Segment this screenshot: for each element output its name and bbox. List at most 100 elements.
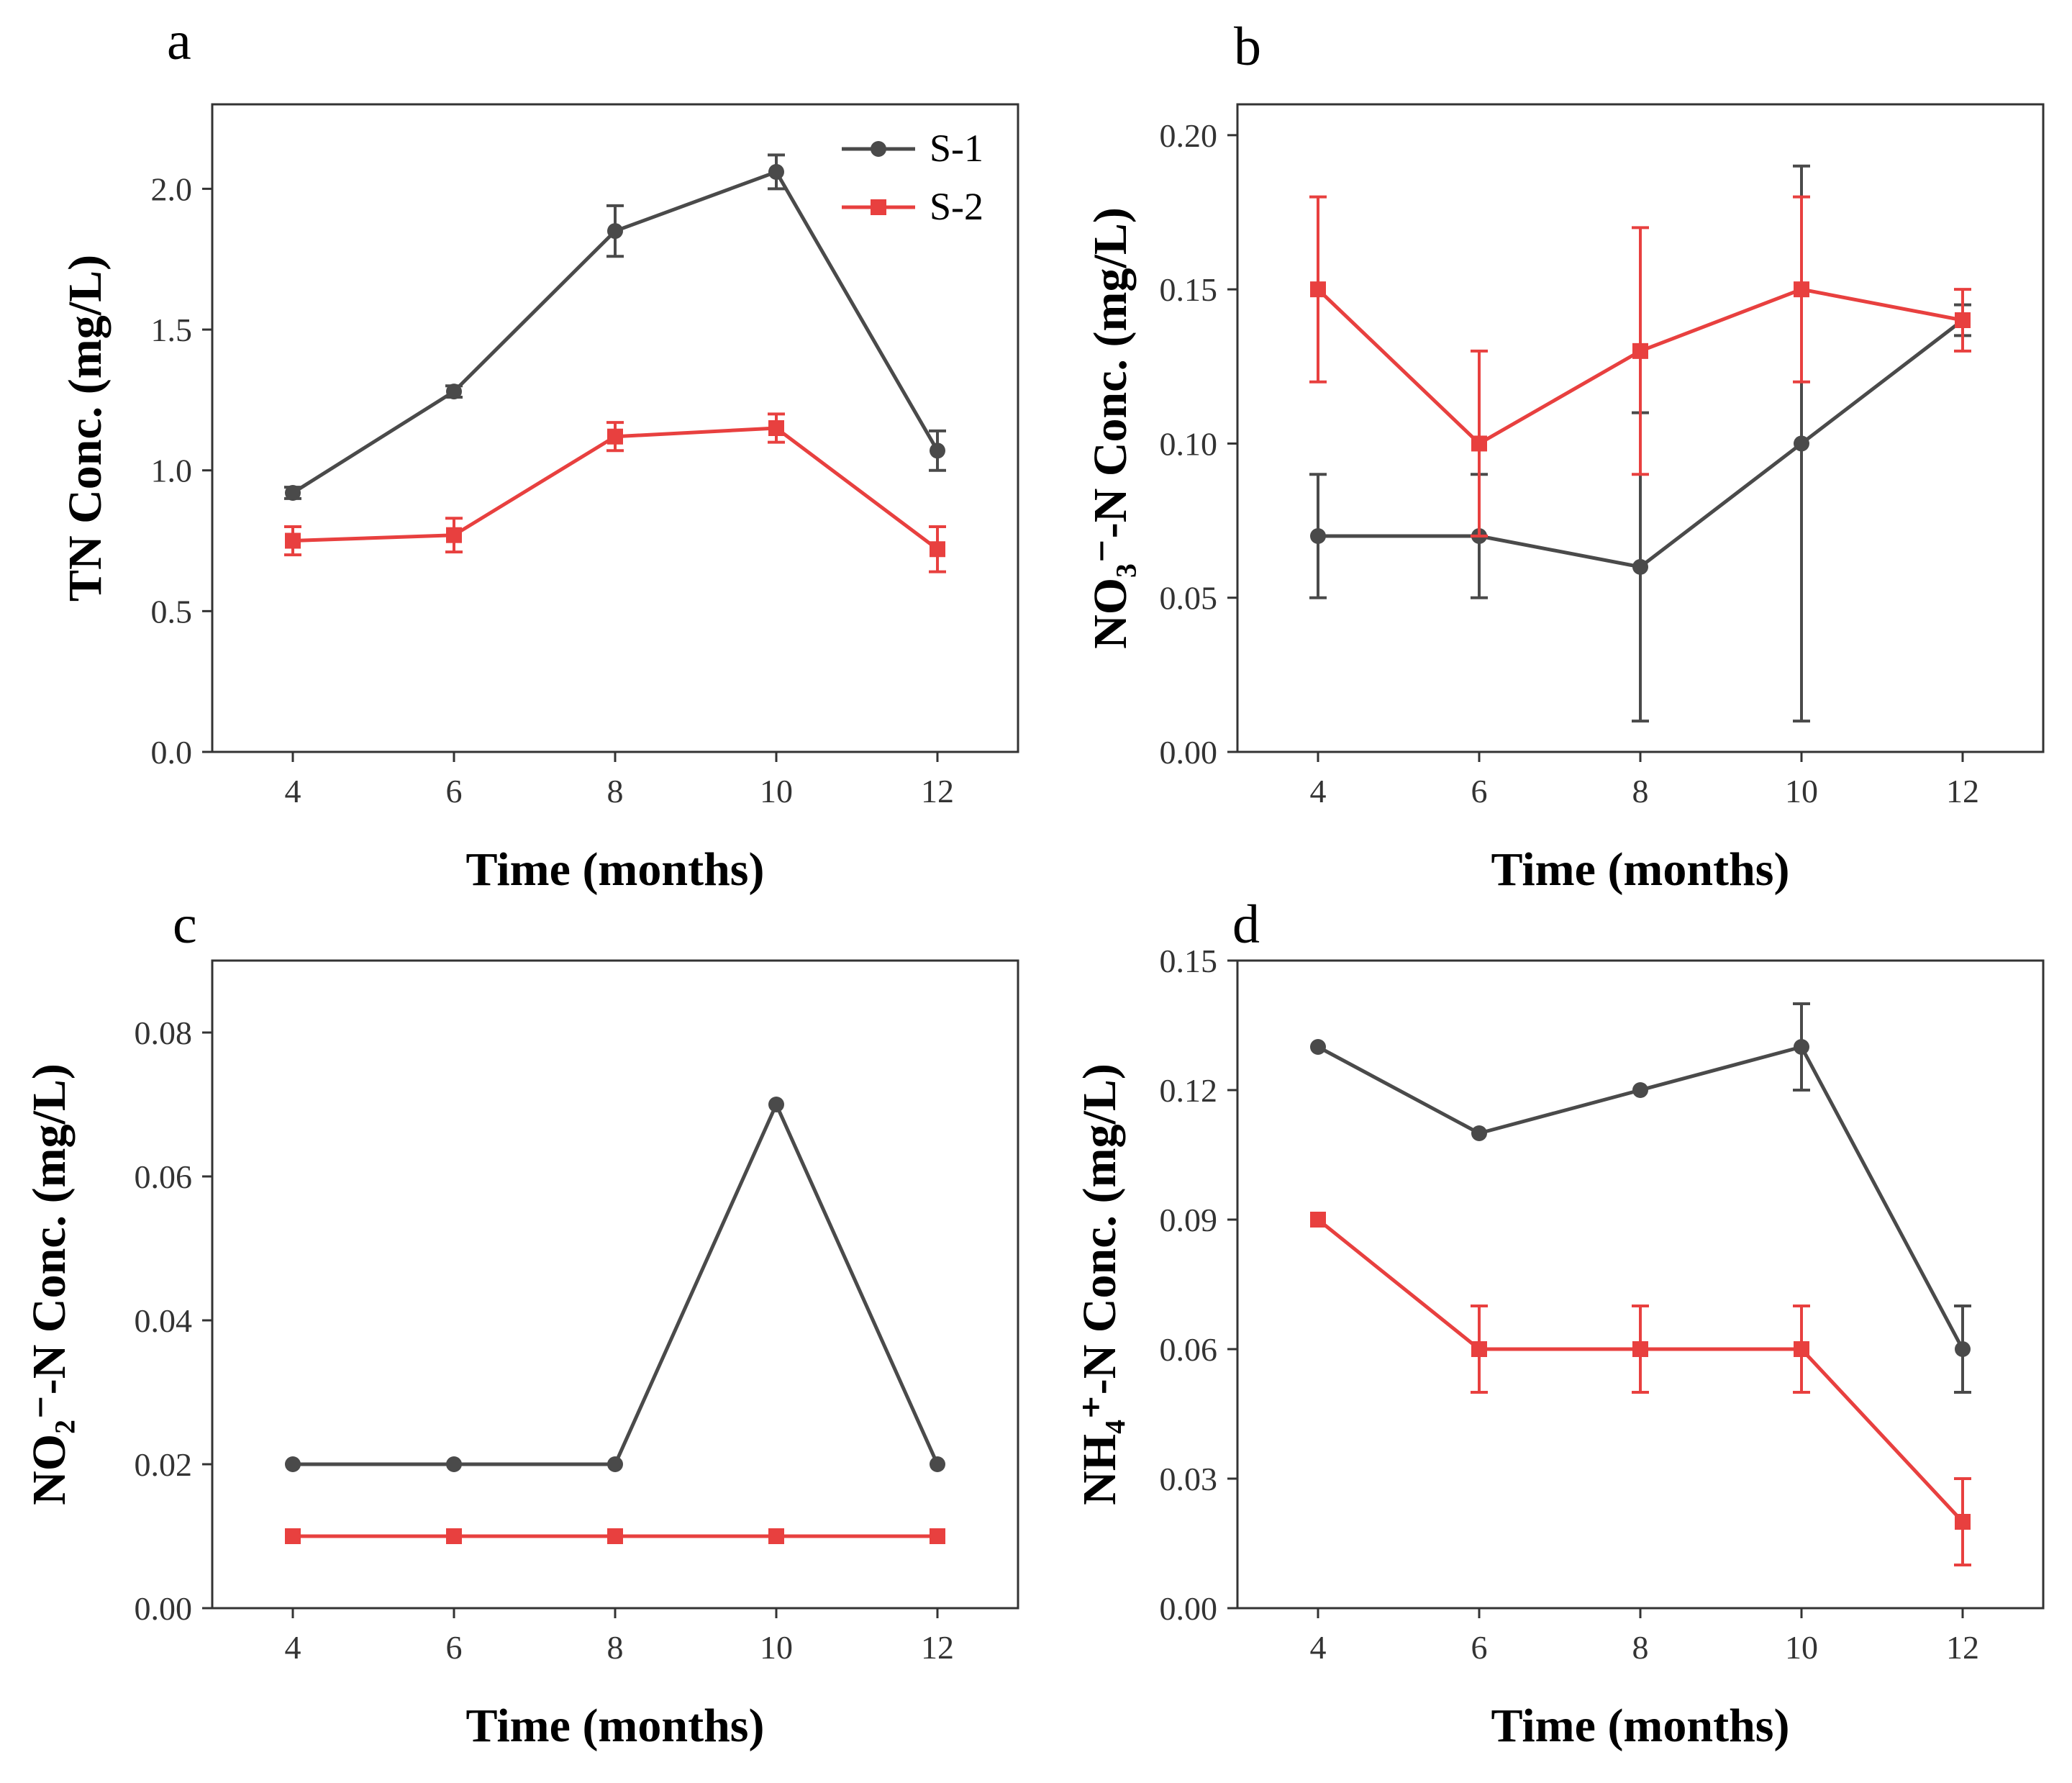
x-tick-label: 12 <box>921 773 954 809</box>
data-point-s-1 <box>1310 528 1326 544</box>
plot-d: 4 6 8 10 12 0.00 0.03 0.06 0.09 0.12 0.15 Time (mon… <box>1073 943 2045 1752</box>
y-tick-label: 0.06 <box>135 1158 193 1195</box>
y-tick-label: 0.08 <box>135 1015 193 1051</box>
y-axis-title: NO₂⁻-N Conc. (mg/L) <box>23 1063 76 1505</box>
x-tick-label: 12 <box>1946 773 1979 809</box>
data-point-s-1 <box>768 163 784 180</box>
panel-label-c: c <box>173 894 197 955</box>
panel-a: a 4 6 8 10 12 0.0 0.5 1.0 1.5 2.0 Time (months) TN … <box>59 11 1019 896</box>
data-point-s-1 <box>285 485 301 501</box>
data-point-s-2 <box>768 420 784 436</box>
y-tick-label: 0.05 <box>1160 580 1218 617</box>
x-axis-title: Time (months) <box>466 843 765 896</box>
x-tick-label: 10 <box>1785 773 1818 809</box>
data-point-s-2 <box>1794 281 1809 298</box>
legend-s2-marker <box>871 199 886 215</box>
data-point-s-1 <box>607 1456 623 1472</box>
x-tick-label: 12 <box>1946 1629 1979 1666</box>
y-axis-title: NO₃⁻-N Conc. (mg/L) <box>1084 207 1137 649</box>
data-point-s-1 <box>1794 435 1809 452</box>
data-point-s-1 <box>930 1456 945 1472</box>
x-axis-title: Time (months) <box>1491 843 1790 896</box>
x-tick-label: 6 <box>446 1629 463 1666</box>
x-tick-label: 10 <box>760 773 793 809</box>
x-tick-label: 4 <box>1310 1629 1327 1666</box>
plot-frame <box>211 959 1019 1610</box>
x-tick-label: 4 <box>1310 773 1327 809</box>
plot-b: 4 6 8 10 12 0.00 0.05 0.10 0.15 0.20 Time (months)… <box>1084 103 2045 896</box>
data-point-s-1 <box>1632 558 1648 575</box>
data-point-s-2 <box>607 1528 623 1544</box>
y-tick-label: 0.15 <box>1160 271 1218 308</box>
x-tick-label: 8 <box>607 1629 624 1666</box>
y-tick-label: 0.5 <box>151 593 193 630</box>
data-point-s-2 <box>1471 1341 1487 1357</box>
series-line-s-1 <box>293 1102 940 1466</box>
data-point-s-2 <box>930 541 945 558</box>
y-tick-label: 0.03 <box>1160 1461 1218 1497</box>
y-tick-label: 0.06 <box>1160 1331 1218 1368</box>
x-tick-label: 6 <box>1471 773 1488 809</box>
legend-s1-marker <box>871 141 886 157</box>
data-point-s-2 <box>1632 342 1648 359</box>
y-axis-title: NH₄⁺-N Conc. (mg/L) <box>1073 1063 1126 1505</box>
x-tick-label: 6 <box>1471 1629 1488 1666</box>
y-tick-label: 1.0 <box>151 453 193 489</box>
y-tick-label: 0.00 <box>135 1590 193 1627</box>
panel-label-b: b <box>1234 17 1261 77</box>
panel-b: b 4 6 8 10 12 0.00 0.05 0.10 0.15 0.20 Time (month… <box>1084 17 2045 896</box>
data-point-s-1 <box>446 1456 462 1472</box>
y-tick-label: 0.00 <box>1160 734 1218 771</box>
y-tick-label: 0.04 <box>135 1302 193 1339</box>
y-tick-label: 0.10 <box>1160 425 1218 462</box>
y-tick-label: 1.5 <box>151 312 193 348</box>
data-point-s-1 <box>1310 1039 1326 1055</box>
panel-d: d 4 6 8 10 12 0.00 0.03 0.06 0.09 0.12 0.15 Time (m… <box>1073 894 2045 1752</box>
panel-label-a: a <box>167 11 191 71</box>
x-tick-label: 8 <box>607 773 624 809</box>
panel-label-d: d <box>1232 894 1260 955</box>
y-tick-label: 0.0 <box>151 734 193 771</box>
x-tick-label: 12 <box>921 1629 954 1666</box>
x-tick-label: 8 <box>1632 773 1649 809</box>
plot-c: 4 6 8 10 12 0.00 0.02 0.04 0.06 0.08 Time (months)… <box>23 959 1019 1752</box>
x-tick-label: 10 <box>760 1629 793 1666</box>
legend: S-1 S-2 <box>842 127 983 228</box>
x-tick-label: 4 <box>285 773 301 809</box>
x-axis-title: Time (months) <box>1491 1700 1790 1752</box>
data-point-s-2 <box>285 1528 301 1544</box>
data-point-s-1 <box>1471 1125 1487 1141</box>
data-point-s-2 <box>1955 1514 1971 1530</box>
y-tick-label: 0.09 <box>1160 1202 1218 1238</box>
data-point-s-2 <box>446 527 462 543</box>
legend-s2-label: S-2 <box>930 185 983 228</box>
data-point-s-1 <box>607 223 623 240</box>
y-tick-label: 0.15 <box>1160 943 1218 979</box>
data-point-s-1 <box>446 384 462 400</box>
data-point-s-1 <box>768 1097 784 1112</box>
x-tick-label: 10 <box>1785 1629 1818 1666</box>
data-point-s-2 <box>446 1528 462 1544</box>
y-tick-label: 0.00 <box>1160 1590 1218 1627</box>
y-tick-label: 0.20 <box>1160 117 1218 154</box>
x-tick-label: 8 <box>1632 1629 1649 1666</box>
x-axis-title: Time (months) <box>466 1700 765 1752</box>
y-axis-title: TN Conc. (mg/L) <box>59 255 112 602</box>
data-point-s-2 <box>930 1528 945 1544</box>
y-tick-label: 0.12 <box>1160 1072 1218 1109</box>
legend-s1-label: S-1 <box>930 127 983 170</box>
data-point-s-2 <box>1632 1341 1648 1357</box>
y-tick-label: 2.0 <box>151 171 193 207</box>
data-point-s-1 <box>1955 1341 1971 1357</box>
data-point-s-2 <box>1310 1212 1326 1228</box>
data-point-s-2 <box>285 532 301 549</box>
x-tick-label: 4 <box>285 1629 301 1666</box>
data-point-s-2 <box>607 428 623 445</box>
data-point-s-1 <box>930 443 945 459</box>
data-point-s-1 <box>285 1456 301 1472</box>
data-point-s-2 <box>1955 312 1971 328</box>
data-point-s-2 <box>1471 435 1487 452</box>
data-point-s-1 <box>1632 1082 1648 1098</box>
y-tick-label: 0.02 <box>135 1446 193 1483</box>
